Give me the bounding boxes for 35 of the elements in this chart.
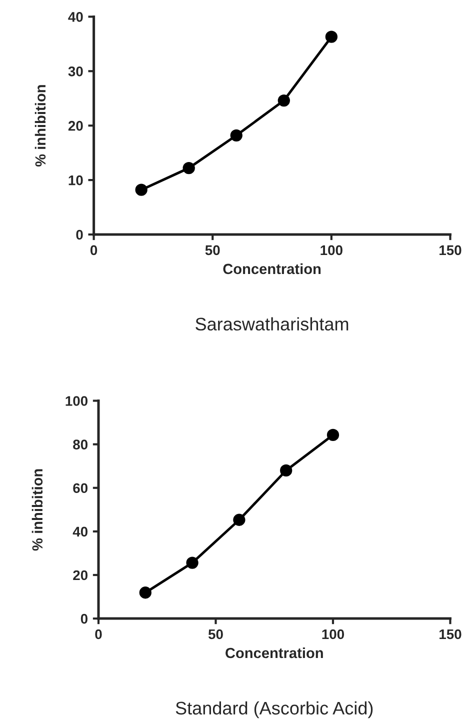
y-tick-label: 80 (73, 440, 88, 450)
y-tick-label: 40 (72, 526, 88, 537)
y-axis-title: % inhibition (32, 469, 43, 551)
y-tick-label: 0 (76, 230, 83, 240)
x-tick-label: 50 (205, 245, 220, 256)
x-tick-label: 150 (440, 629, 462, 640)
y-tick-label: 0 (80, 614, 88, 624)
y-tick-label: 20 (73, 570, 88, 580)
y-tick-label: 40 (68, 12, 83, 22)
point (325, 30, 338, 43)
text: Standard (Ascorbic Acid) (176, 701, 373, 718)
point (139, 586, 152, 599)
x-axis-title: Concentration (223, 263, 321, 274)
x-tick-label: 100 (322, 629, 344, 640)
point (182, 162, 195, 174)
x-tick-label: 100 (320, 245, 342, 256)
text: Saraswatharishtam (196, 317, 348, 331)
y-tick-label: 20 (68, 120, 83, 131)
y-tick-label: 60 (73, 483, 88, 494)
y-tick-label: 10 (68, 175, 83, 186)
y-tick-label: 30 (68, 66, 83, 76)
y-axis-title: % inhibition (34, 85, 46, 167)
point (230, 129, 242, 142)
x-axis-title: Concentration (226, 647, 323, 658)
x-tick-label: 50 (208, 629, 223, 640)
x-tick-label: 0 (95, 629, 102, 640)
x-tick-label: 150 (440, 245, 462, 256)
point (233, 514, 246, 526)
x-tick-label: 0 (90, 245, 98, 256)
point (326, 428, 340, 442)
point (186, 556, 198, 569)
point (278, 94, 290, 107)
point (280, 464, 292, 477)
point (135, 184, 148, 196)
y-tick-label: 100 (66, 396, 88, 406)
